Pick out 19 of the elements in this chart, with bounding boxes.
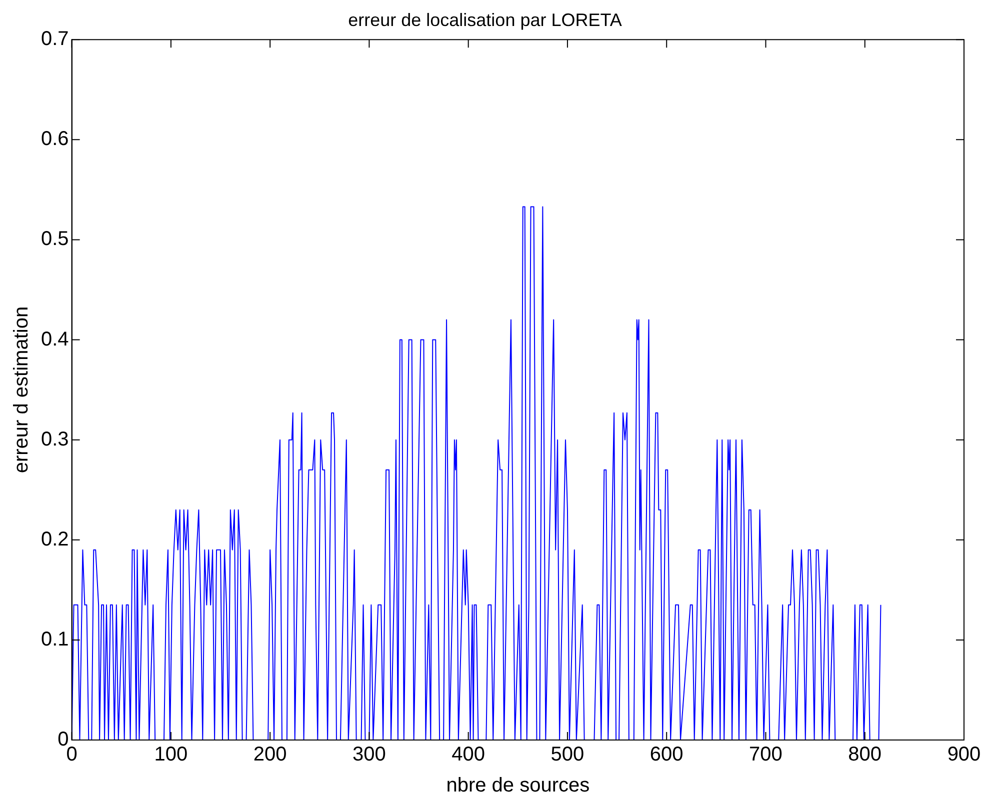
y-tick-label: 0.5 [40, 228, 69, 250]
x-tick-label: 300 [352, 744, 386, 766]
x-tick-label: 800 [848, 744, 882, 766]
y-tick-label: 0.6 [40, 128, 69, 150]
x-tick-label: 700 [749, 744, 782, 766]
x-axis-title: nbre de sources [446, 774, 590, 797]
x-tick-label: 100 [154, 744, 188, 766]
x-tick-label: 400 [452, 744, 486, 766]
chart-title: erreur de localisation par LORETA [348, 10, 622, 30]
y-tick-label: 0.2 [40, 528, 69, 550]
y-tick-label: 0.3 [40, 428, 69, 450]
y-tick-label: 0.7 [40, 28, 69, 50]
x-tick-label: 200 [253, 744, 287, 766]
y-tick-label: 0.4 [40, 328, 69, 350]
x-tick-label: 900 [947, 744, 981, 766]
y-axis-title: erreur d estimation [10, 306, 33, 474]
x-tick-label: 600 [650, 744, 684, 766]
y-tick-label: 0.1 [40, 628, 69, 650]
x-tick-label: 500 [550, 744, 584, 766]
